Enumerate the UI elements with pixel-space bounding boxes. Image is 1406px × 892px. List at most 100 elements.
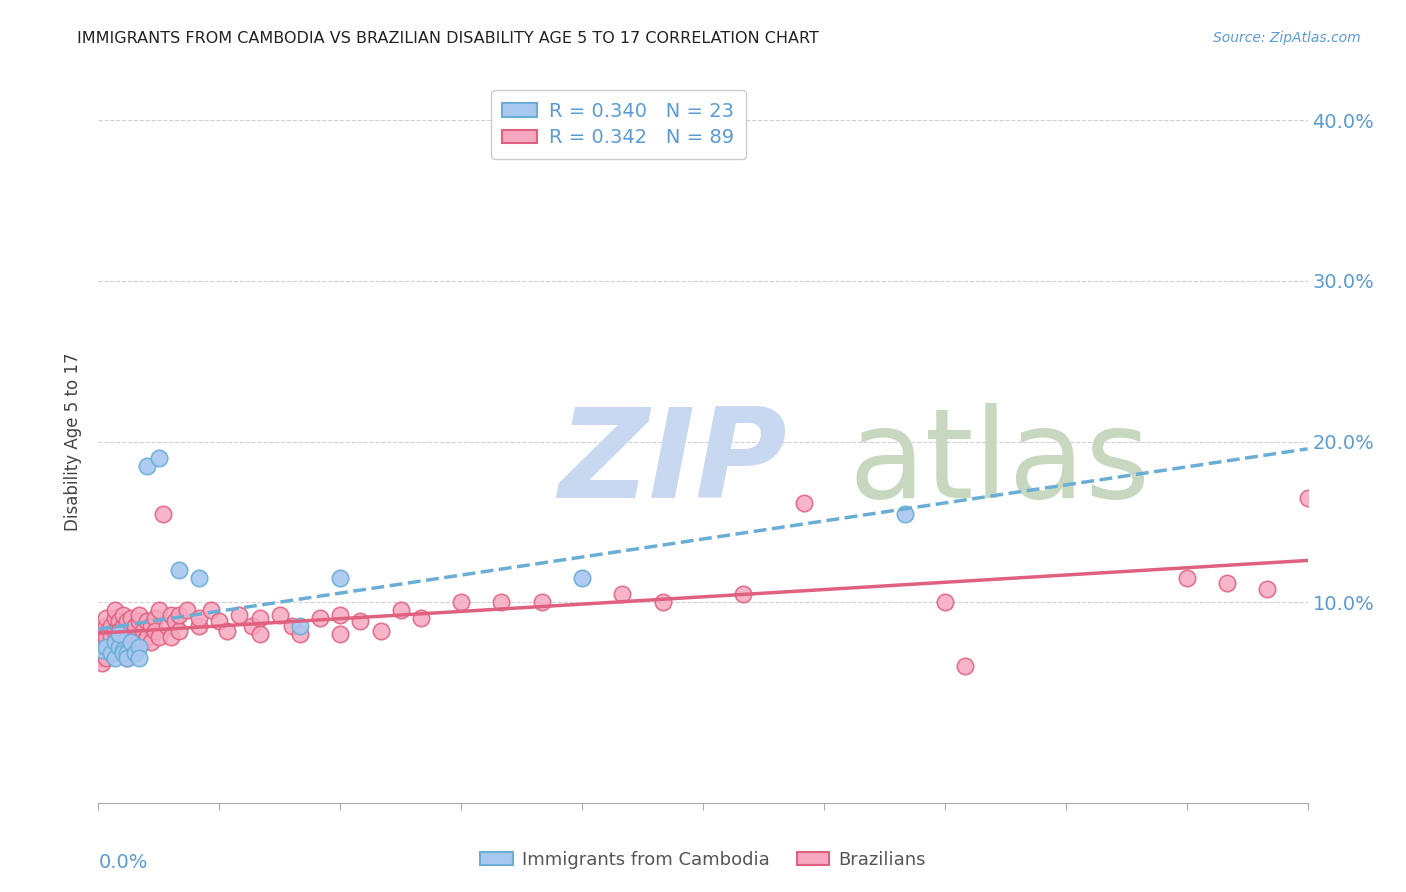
Legend: Immigrants from Cambodia, Brazilians: Immigrants from Cambodia, Brazilians (472, 844, 934, 876)
Point (733, 587, 755, 601)
Point (128, 640, 150, 654)
Point (120, 635, 142, 649)
Text: ZIP: ZIP (558, 402, 786, 524)
Point (228, 607, 250, 622)
Point (163, 615, 186, 629)
Point (115, 647, 138, 661)
Text: 0.0%: 0.0% (98, 854, 148, 872)
Point (111, 635, 134, 649)
Point (107, 627, 129, 641)
Point (288, 619, 311, 633)
Point (91, 651, 114, 665)
Point (240, 619, 263, 633)
Point (188, 571, 211, 585)
Point (120, 635, 142, 649)
Text: Source: ZipAtlas.com: Source: ZipAtlas.com (1213, 31, 1361, 45)
Point (349, 615, 371, 629)
Point (128, 607, 150, 622)
Point (111, 619, 134, 633)
Point (953, 659, 976, 673)
Point (111, 607, 134, 622)
Point (148, 450, 170, 465)
Point (188, 611, 211, 625)
Point (160, 631, 183, 645)
Point (103, 635, 125, 649)
Point (1296, 491, 1319, 505)
Point (124, 631, 146, 645)
Point (135, 631, 157, 645)
Point (167, 607, 190, 622)
Point (148, 603, 170, 617)
Point (107, 624, 129, 638)
Point (115, 615, 138, 629)
Point (281, 619, 304, 633)
Point (793, 495, 815, 509)
Point (370, 624, 392, 638)
Point (152, 507, 174, 521)
Point (96, 611, 118, 625)
Point (208, 615, 231, 629)
Point (167, 624, 190, 638)
Point (571, 571, 593, 585)
Text: IMMIGRANTS FROM CAMBODIA VS BRAZILIAN DISABILITY AGE 5 TO 17 CORRELATION CHART: IMMIGRANTS FROM CAMBODIA VS BRAZILIAN DI… (77, 31, 820, 46)
Point (249, 627, 271, 641)
Point (91, 656, 114, 670)
Point (91, 627, 114, 641)
Point (135, 458, 157, 473)
Point (115, 651, 138, 665)
Point (103, 611, 125, 625)
Point (1256, 582, 1278, 597)
Point (128, 651, 150, 665)
Point (288, 627, 311, 641)
Point (249, 611, 271, 625)
Point (107, 640, 129, 654)
Point (107, 615, 129, 629)
Point (200, 603, 222, 617)
Point (100, 640, 122, 654)
Legend: R = 0.340   N = 23, R = 0.342   N = 89: R = 0.340 N = 23, R = 0.342 N = 89 (491, 90, 747, 159)
Point (100, 647, 122, 661)
Point (143, 624, 166, 638)
Point (107, 631, 129, 645)
Point (132, 624, 155, 638)
Point (124, 647, 146, 661)
Point (269, 607, 291, 622)
Point (120, 624, 142, 638)
Point (96, 635, 118, 649)
Point (1216, 575, 1239, 590)
Point (91, 643, 114, 657)
Point (156, 619, 179, 633)
Point (100, 619, 122, 633)
Point (103, 651, 125, 665)
Point (100, 647, 122, 661)
Point (329, 607, 352, 622)
Point (409, 611, 432, 625)
Point (91, 635, 114, 649)
Point (651, 595, 673, 609)
Point (530, 595, 553, 609)
Point (111, 643, 134, 657)
Point (148, 631, 170, 645)
Point (893, 507, 915, 521)
Point (91, 643, 114, 657)
Point (103, 635, 125, 649)
Point (111, 647, 134, 661)
Point (309, 611, 332, 625)
Point (139, 619, 162, 633)
Point (491, 595, 513, 609)
Point (389, 603, 412, 617)
Point (115, 651, 138, 665)
Point (124, 619, 146, 633)
Point (329, 571, 352, 585)
Point (934, 595, 956, 609)
Point (103, 603, 125, 617)
Point (139, 635, 162, 649)
Point (96, 631, 118, 645)
Point (329, 627, 352, 641)
Point (91, 640, 114, 654)
Point (160, 607, 183, 622)
Point (135, 615, 157, 629)
Point (167, 563, 190, 577)
Point (96, 619, 118, 633)
Point (96, 651, 118, 665)
